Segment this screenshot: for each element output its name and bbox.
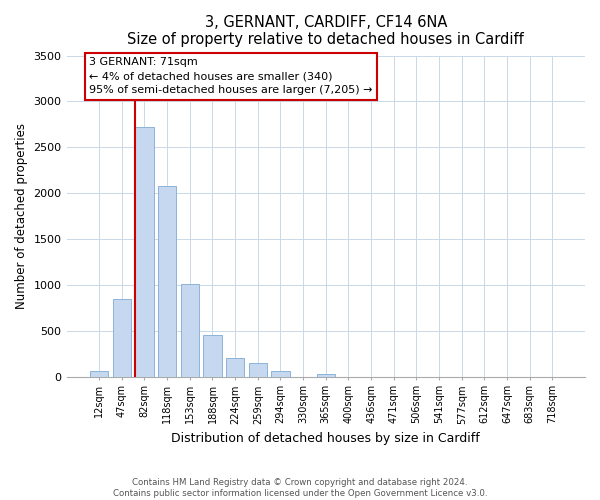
Bar — [317, 374, 335, 376]
Bar — [136, 127, 154, 376]
Title: 3, GERNANT, CARDIFF, CF14 6NA
Size of property relative to detached houses in Ca: 3, GERNANT, CARDIFF, CF14 6NA Size of pr… — [127, 15, 524, 48]
Bar — [90, 372, 108, 376]
Bar — [226, 358, 244, 376]
Y-axis label: Number of detached properties: Number of detached properties — [15, 123, 28, 309]
Text: Contains HM Land Registry data © Crown copyright and database right 2024.
Contai: Contains HM Land Registry data © Crown c… — [113, 478, 487, 498]
Bar — [249, 363, 267, 376]
Bar — [158, 186, 176, 376]
Text: 3 GERNANT: 71sqm
← 4% of detached houses are smaller (340)
95% of semi-detached : 3 GERNANT: 71sqm ← 4% of detached houses… — [89, 58, 373, 96]
Bar — [271, 372, 290, 376]
Bar — [113, 300, 131, 376]
X-axis label: Distribution of detached houses by size in Cardiff: Distribution of detached houses by size … — [172, 432, 480, 445]
Bar — [203, 335, 221, 376]
Bar — [181, 284, 199, 376]
